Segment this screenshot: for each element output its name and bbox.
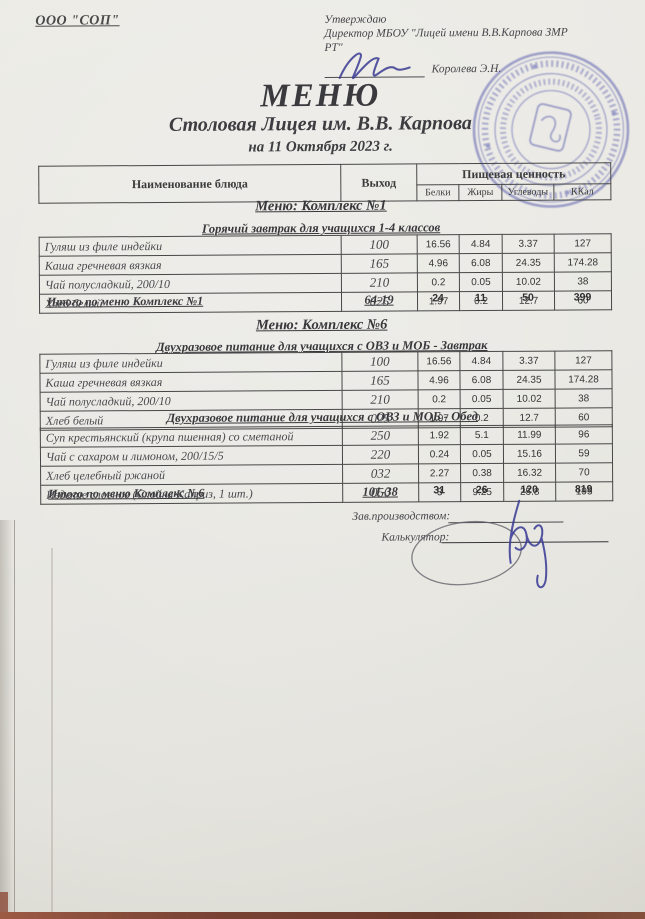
kcal-cell: 70 [555,462,613,483]
dish-name-cell: Чай с сахаром и лимоном, 200/15/5 [40,445,343,467]
dish-name-cell: Каша гречневая вязкая [39,371,343,393]
carbs-cell: 11.99 [503,425,556,445]
calculator-signature [411,499,548,589]
protein-cell: 2.27 [418,463,461,483]
protein-cell: 4.96 [417,253,460,273]
dish-name-cell: Каша гречневая вязкая [39,254,342,276]
kcal-cell: 174.28 [554,369,613,390]
dish-name-cell: Суп крестьянский (крупа пшенная) со смет… [40,426,343,448]
carbs-cell: 16.32 [503,463,556,483]
fat-cell: 0.05 [460,444,504,464]
carbs-cell: 3.37 [502,351,555,371]
director-signature [338,52,411,80]
photo-paper-edge-left [0,520,15,919]
protein-cell: 4.96 [417,370,461,390]
output-cell: 100 [341,351,418,372]
protein-cell: 0.2 [417,272,460,292]
protein-cell: 0.2 [418,389,461,409]
kcal-cell: 127 [554,233,612,254]
fat-cell: 6.08 [459,370,504,390]
total-carbs: 50 [522,291,534,304]
output-cell: 165 [341,253,418,274]
total-price: 64-19 [364,292,394,307]
fat-cell: 4.84 [459,234,503,254]
carbs-cell: 10.02 [503,389,556,409]
total-protein: 24 [432,292,444,305]
dish-name-cell: Чай полусладкий, 200/10 [40,390,343,412]
fat-cell: 0.38 [460,463,504,483]
protein-cell: 0.24 [418,444,461,464]
output-cell: 250 [342,425,419,446]
col-out-header: Выход [340,163,417,202]
fat-cell: 0.05 [460,389,504,409]
kcal-cell: 38 [555,388,613,409]
kcal-cell: 38 [554,271,612,292]
output-cell: 032 [342,463,419,484]
protein-cell: 16.56 [417,234,460,254]
output-cell: 210 [342,389,419,410]
dish-name-cell: Гуляш из филе индейки [39,235,342,257]
total-fat: 11 [474,291,487,305]
dish-name-cell: Гуляш из филе индейки [39,352,342,374]
dish-name-cell: Хлеб целебный ржаной [40,464,343,486]
total-label: Итого по меню Комплекс №6 [48,485,205,501]
fat-cell: 5.1 [460,425,504,445]
photo-edge-corner [0,892,8,914]
fat-cell: 6.08 [459,253,503,273]
protein-cell: 16.56 [417,351,460,371]
kcal-cell: 59 [555,443,613,464]
total-label: Итого по меню Комплекс №1 [46,293,204,309]
protein-cell: 1.92 [418,425,461,445]
carbs-cell: 24.35 [502,370,556,390]
output-cell: 210 [341,272,418,293]
carbs-cell: 3.37 [502,234,555,254]
kcal-cell: 174.28 [554,252,612,273]
output-cell: 220 [342,444,419,465]
official-round-stamp-icon [472,51,630,208]
output-cell: 165 [341,370,419,391]
kcal-cell: 127 [554,350,612,371]
menu-complex6-title: Меню: Комплекс №6 [255,316,388,334]
carbs-cell: 15.16 [503,444,556,464]
output-cell: 100 [341,234,418,255]
org-name: ООО "СОП" [35,13,120,29]
photo-edge-bottom [0,912,645,919]
fat-cell: 4.84 [459,351,503,371]
fat-cell: 0.05 [459,272,503,292]
dish-name-cell: Чай полусладкий, 200/10 [39,273,342,295]
total-kcal: 399 [573,291,592,304]
carbs-cell: 10.02 [502,272,555,292]
paper-fold-line [51,548,53,919]
kcal-cell: 96 [555,424,613,445]
carbs-cell: 24.35 [502,253,555,273]
col-nutrition-header: Пищевая ценность [416,162,611,185]
